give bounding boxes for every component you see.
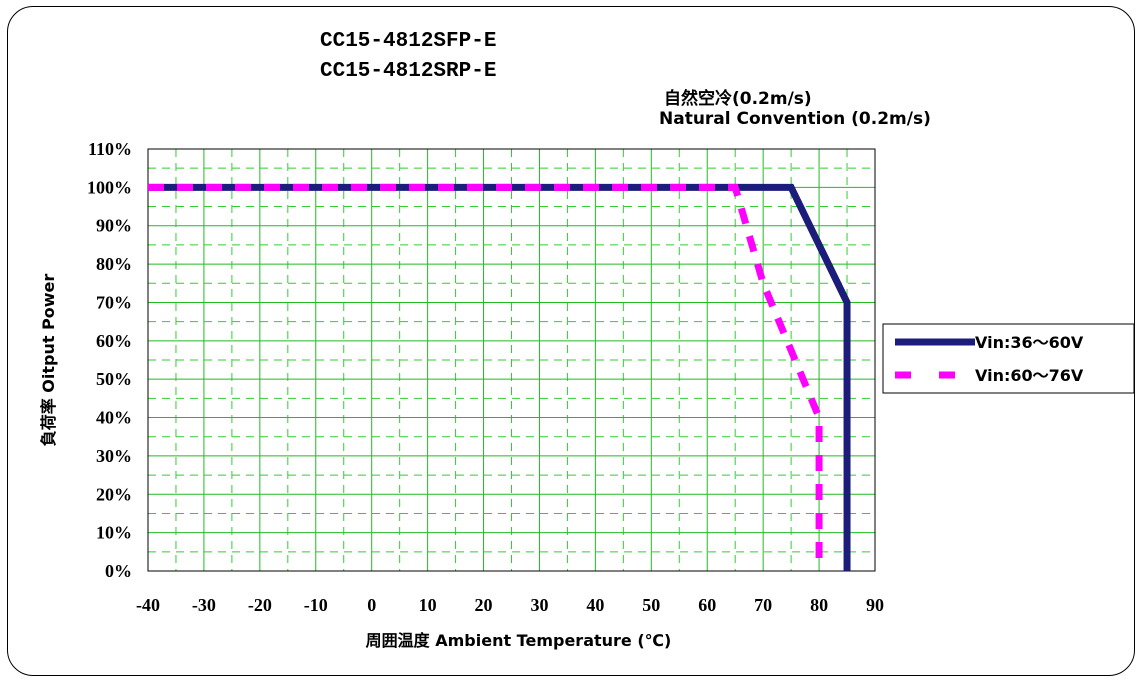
y-tick-label: 50% <box>96 369 132 389</box>
grid <box>148 149 875 571</box>
x-axis-title: 周囲温度 Ambient Temperature (℃) <box>366 631 672 650</box>
y-tick-label: 80% <box>96 254 132 274</box>
x-tick-label: 50 <box>642 595 660 615</box>
y-axis-title: 負荷率 Oitput Power <box>39 274 58 447</box>
x-tick-label: 60 <box>698 595 716 615</box>
x-tick-label: 40 <box>586 595 604 615</box>
condition-label-jp: 自然空冷(0.2m/s) <box>664 89 812 109</box>
x-tick-label: -20 <box>248 595 272 615</box>
chart-title-line-2: CC15-4812SRP-E <box>320 60 497 83</box>
legend-box <box>882 323 1135 394</box>
y-tick-label: 90% <box>96 216 132 236</box>
x-tick-label: 10 <box>419 595 437 615</box>
legend-label-vin-36-60: Vin:36～60V <box>975 333 1084 352</box>
series-line-vin-60-76 <box>148 183 823 571</box>
x-tick-label: 80 <box>810 595 828 615</box>
y-tick-label: 10% <box>96 523 132 543</box>
plot-area-border <box>147 148 876 572</box>
x-tick-label: 0 <box>367 595 376 615</box>
y-tick-label: 20% <box>96 484 132 504</box>
series-lines <box>148 183 851 571</box>
condition-label-en: Natural Convention (0.2m/s) <box>659 109 931 129</box>
y-tick-label: 100% <box>87 177 132 197</box>
legend-label-vin-60-76: Vin:60～76V <box>975 366 1084 385</box>
x-tick-label: 70 <box>754 595 772 615</box>
x-tick-label: -30 <box>192 595 216 615</box>
y-tick-label: 0% <box>105 561 132 581</box>
x-tick-label: -40 <box>136 595 160 615</box>
y-tick-label: 40% <box>96 408 132 428</box>
y-tick-label: 60% <box>96 331 132 351</box>
x-tick-label: 90 <box>866 595 884 615</box>
chart-title-line-1: CC15-4812SFP-E <box>320 30 497 53</box>
legend: Vin:36～60V Vin:60～76V <box>882 323 1135 394</box>
y-tick-label: 70% <box>96 292 132 312</box>
y-tick-label: 110% <box>88 139 132 159</box>
x-tick-label: 30 <box>530 595 548 615</box>
x-tick-label: 20 <box>475 595 493 615</box>
tick-labels: -40 -30 -20 -10 0 10 20 30 40 50 60 70 80 90 0% 10% 20% 3… <box>87 139 884 615</box>
y-tick-label: 30% <box>96 446 132 466</box>
x-tick-label: -10 <box>304 595 328 615</box>
